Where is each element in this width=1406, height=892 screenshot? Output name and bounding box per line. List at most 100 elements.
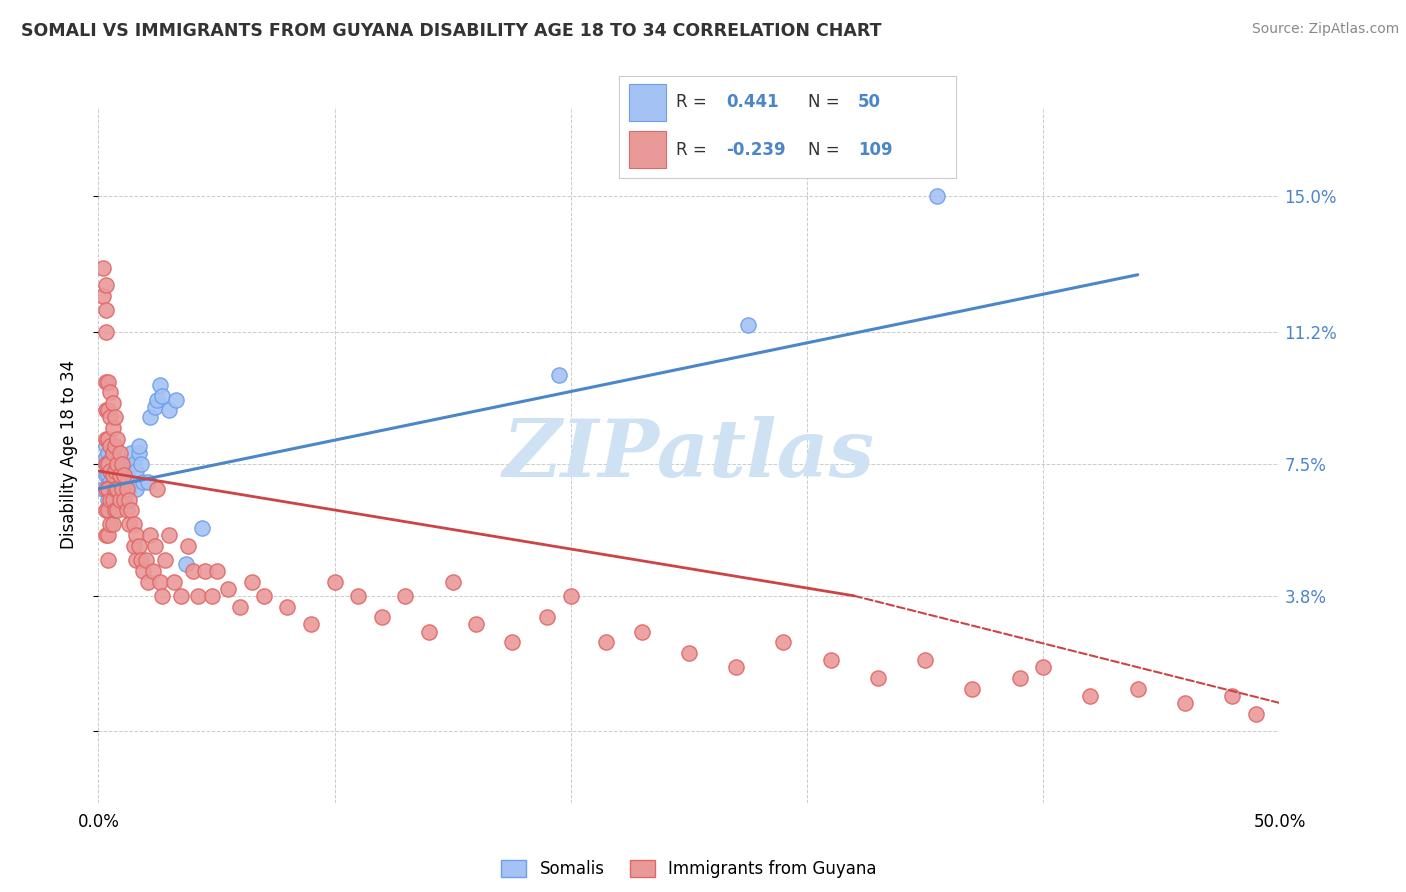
- Point: [136, 574, 159, 589]
- Point: [105, 432, 128, 446]
- Point: [501, 635, 523, 649]
- Point: [94, 528, 117, 542]
- Point: [1244, 706, 1267, 721]
- Point: [97, 528, 120, 542]
- Point: [125, 464, 148, 478]
- Point: [1174, 696, 1197, 710]
- Point: [98, 492, 121, 507]
- Point: [418, 624, 440, 639]
- Point: [94, 303, 117, 318]
- Point: [101, 482, 124, 496]
- Point: [108, 446, 131, 460]
- Text: 0.441: 0.441: [727, 94, 779, 112]
- Point: [560, 589, 582, 603]
- Point: [136, 475, 159, 489]
- Text: -0.239: -0.239: [727, 141, 786, 159]
- Point: [630, 624, 652, 639]
- Point: [101, 453, 124, 467]
- Point: [276, 599, 298, 614]
- Point: [111, 457, 134, 471]
- Point: [595, 635, 617, 649]
- Point: [678, 646, 700, 660]
- Point: [122, 457, 145, 471]
- Point: [737, 318, 759, 332]
- Point: [111, 475, 134, 489]
- Point: [97, 492, 120, 507]
- Point: [1032, 660, 1054, 674]
- Point: [299, 617, 322, 632]
- Point: [128, 539, 150, 553]
- Point: [104, 475, 127, 489]
- Point: [97, 482, 120, 496]
- Point: [98, 464, 121, 478]
- Point: [98, 453, 121, 467]
- Point: [163, 574, 186, 589]
- Point: [98, 464, 121, 478]
- Point: [201, 589, 224, 603]
- Point: [108, 492, 131, 507]
- Point: [143, 539, 166, 553]
- Point: [94, 482, 117, 496]
- Point: [98, 385, 121, 400]
- Point: [112, 467, 135, 482]
- Point: [170, 589, 193, 603]
- Point: [97, 482, 120, 496]
- Point: [97, 375, 120, 389]
- Point: [115, 467, 138, 482]
- Point: [101, 467, 124, 482]
- Point: [229, 599, 252, 614]
- Point: [240, 574, 263, 589]
- Point: [98, 439, 121, 453]
- Point: [104, 464, 127, 478]
- Point: [187, 589, 209, 603]
- Point: [772, 635, 794, 649]
- Point: [191, 521, 214, 535]
- Point: [914, 653, 936, 667]
- Point: [94, 457, 117, 471]
- Point: [149, 378, 172, 392]
- Point: [101, 396, 124, 410]
- Point: [157, 528, 180, 542]
- Point: [1220, 689, 1243, 703]
- Text: N =: N =: [807, 94, 839, 112]
- Point: [146, 392, 169, 407]
- Point: [129, 553, 152, 567]
- Point: [98, 410, 121, 425]
- Point: [132, 475, 155, 489]
- Text: SOMALI VS IMMIGRANTS FROM GUYANA DISABILITY AGE 18 TO 34 CORRELATION CHART: SOMALI VS IMMIGRANTS FROM GUYANA DISABIL…: [21, 22, 882, 40]
- Point: [347, 589, 370, 603]
- Point: [177, 539, 200, 553]
- Point: [962, 681, 984, 696]
- Point: [104, 482, 127, 496]
- Point: [112, 457, 135, 471]
- Point: [465, 617, 488, 632]
- Point: [129, 457, 152, 471]
- Point: [122, 517, 145, 532]
- Point: [118, 482, 141, 496]
- Point: [121, 446, 143, 460]
- Point: [135, 553, 157, 567]
- Point: [146, 482, 169, 496]
- Point: [165, 392, 187, 407]
- Point: [97, 457, 120, 471]
- Point: [121, 503, 143, 517]
- Point: [94, 439, 117, 453]
- Point: [118, 517, 141, 532]
- Point: [101, 446, 124, 460]
- Point: [94, 503, 117, 517]
- Point: [153, 553, 176, 567]
- Point: [104, 410, 127, 425]
- Point: [143, 400, 166, 414]
- Point: [181, 564, 204, 578]
- Point: [108, 467, 131, 482]
- Point: [125, 528, 148, 542]
- Point: [94, 450, 117, 464]
- Point: [91, 260, 114, 275]
- Point: [104, 503, 127, 517]
- Point: [97, 403, 120, 417]
- Point: [323, 574, 346, 589]
- Point: [820, 653, 842, 667]
- Point: [104, 464, 127, 478]
- Point: [104, 439, 127, 453]
- Point: [98, 500, 121, 514]
